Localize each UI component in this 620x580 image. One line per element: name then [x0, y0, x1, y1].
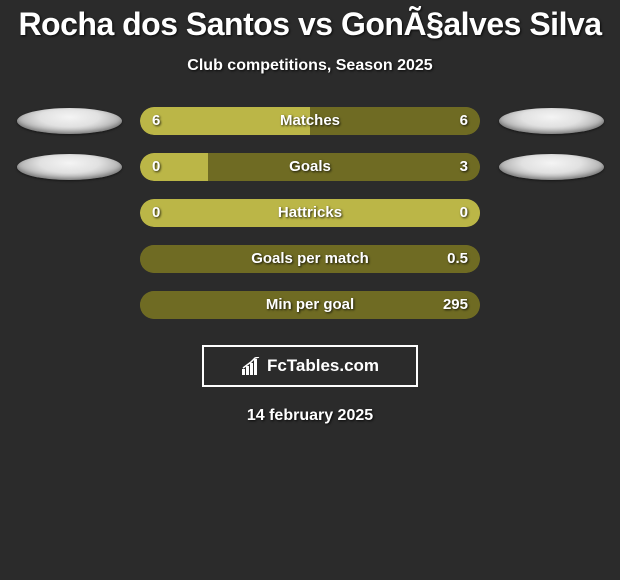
- left-value: 6: [152, 107, 160, 135]
- left-avatar-slot: [14, 108, 124, 134]
- stat-bar: 03Goals: [140, 153, 480, 181]
- bar-left-fill: [140, 199, 480, 227]
- right-value: 295: [443, 291, 468, 319]
- bar-right-fill: [310, 107, 480, 135]
- left-avatar-slot: [14, 154, 124, 180]
- date-label: 14 february 2025: [0, 407, 620, 425]
- bars-icon: [241, 357, 261, 375]
- player-avatar-left: [17, 154, 122, 180]
- stat-bar: 0.5Goals per match: [140, 245, 480, 273]
- page-title: Rocha dos Santos vs GonÃ§alves Silva: [0, 6, 620, 43]
- bar-left-fill: [140, 107, 310, 135]
- stat-bar: 00Hattricks: [140, 199, 480, 227]
- stat-row: 00Hattricks: [0, 199, 620, 227]
- bar-right-fill: [140, 245, 480, 273]
- player-avatar-right: [499, 154, 604, 180]
- stat-row: 0.5Goals per match: [0, 245, 620, 273]
- bar-left-fill: [140, 153, 208, 181]
- comparison-infographic: Rocha dos Santos vs GonÃ§alves Silva Clu…: [0, 0, 620, 425]
- right-value: 3: [460, 153, 468, 181]
- stat-row: 03Goals: [0, 153, 620, 181]
- stat-row: 66Matches: [0, 107, 620, 135]
- player-avatar-right: [499, 108, 604, 134]
- stat-rows: 66Matches03Goals00Hattricks0.5Goals per …: [0, 107, 620, 319]
- right-value: 0.5: [447, 245, 468, 273]
- subtitle: Club competitions, Season 2025: [0, 57, 620, 75]
- source-logo: FcTables.com: [202, 345, 418, 387]
- right-avatar-slot: [496, 108, 606, 134]
- player-avatar-left: [17, 108, 122, 134]
- right-value: 6: [460, 107, 468, 135]
- left-value: 0: [152, 153, 160, 181]
- right-value: 0: [460, 199, 468, 227]
- stat-bar: 66Matches: [140, 107, 480, 135]
- logo-text: FcTables.com: [267, 356, 379, 376]
- bar-right-fill: [140, 291, 480, 319]
- stat-bar: 295Min per goal: [140, 291, 480, 319]
- right-avatar-slot: [496, 154, 606, 180]
- left-value: 0: [152, 199, 160, 227]
- bar-right-fill: [208, 153, 480, 181]
- stat-row: 295Min per goal: [0, 291, 620, 319]
